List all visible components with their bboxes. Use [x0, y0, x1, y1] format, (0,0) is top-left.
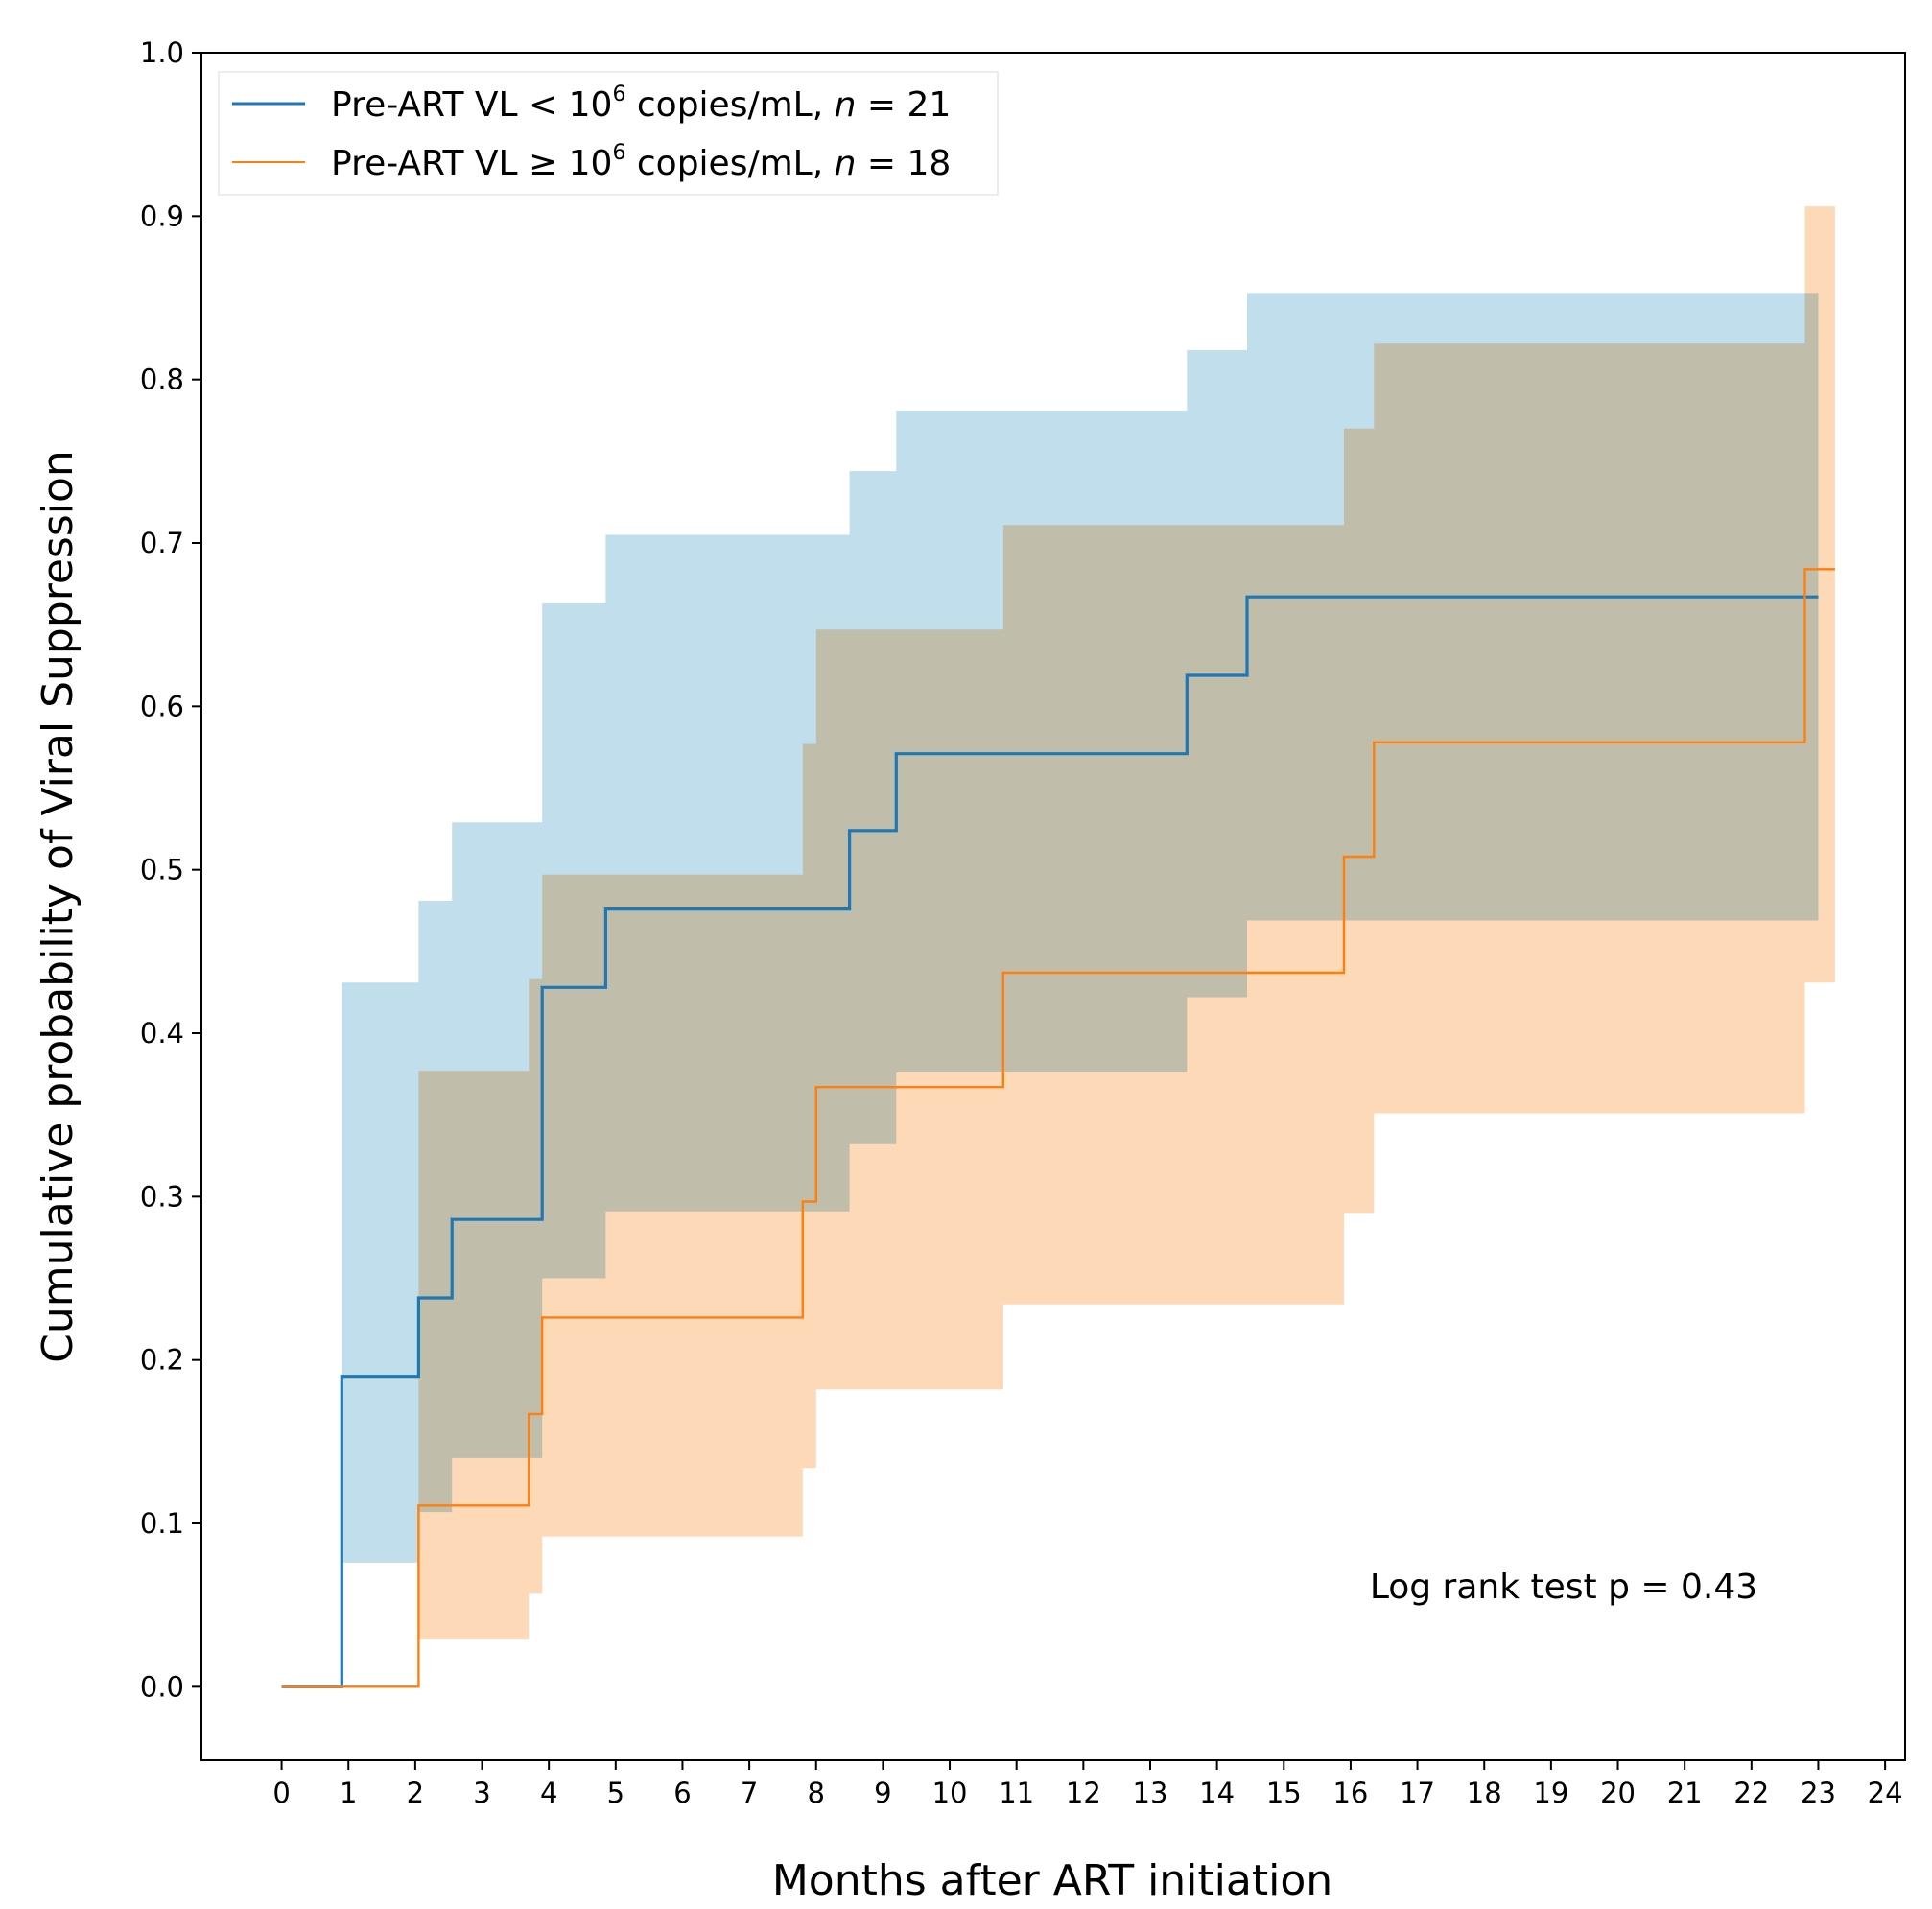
y-tick-label: 0.2 [140, 1344, 184, 1377]
x-axis-title: Months after ART initiation [772, 1856, 1332, 1905]
x-tick-label: 9 [874, 1777, 891, 1809]
x-tick-label: 19 [1533, 1777, 1568, 1809]
legend-label-high-vl: Pre-ART VL ≥ 106 copies/mL, n = 18 [331, 141, 951, 183]
x-tick-label: 16 [1332, 1777, 1368, 1809]
x-axis-ticks: 0 1 2 3 4 5 6 7 8 9 10 11 12 13 14 15 16 17 18 19 20 21 22 23 24 [272, 1760, 1902, 1809]
x-tick-label: 3 [473, 1777, 490, 1809]
x-tick-label: 21 [1667, 1777, 1703, 1809]
x-tick-label: 14 [1199, 1777, 1235, 1809]
x-tick-label: 4 [540, 1777, 557, 1809]
x-tick-label: 22 [1733, 1777, 1769, 1809]
y-tick-label: 1.0 [140, 36, 184, 69]
confidence-bands [342, 206, 1835, 1639]
x-tick-label: 17 [1400, 1777, 1435, 1809]
log-rank-annotation: Log rank test p = 0.43 [1370, 1567, 1757, 1607]
x-tick-label: 8 [808, 1777, 825, 1809]
x-tick-label: 11 [999, 1777, 1034, 1809]
y-tick-label: 0.8 [140, 364, 184, 396]
y-axis-title: Cumulative probability of Viral Suppress… [34, 450, 82, 1363]
y-tick-label: 0.4 [140, 1017, 184, 1049]
x-tick-label: 15 [1266, 1777, 1302, 1809]
y-tick-label: 0.1 [140, 1507, 184, 1540]
km-chart: 0.00.10.20.30.40.50.60.70.80.91.0 012345… [0, 0, 1932, 1909]
x-tick-label: 6 [673, 1777, 691, 1809]
y-tick-label: 0.5 [140, 854, 184, 886]
x-tick-label: 13 [1133, 1777, 1168, 1809]
x-tick-label: 10 [932, 1777, 968, 1809]
y-tick-label: 0.7 [140, 527, 184, 559]
x-tick-label: 12 [1066, 1777, 1101, 1809]
x-tick-label: 18 [1467, 1777, 1502, 1809]
y-tick-label: 0.0 [140, 1670, 184, 1703]
y-axis-ticks: 0.0 0.1 0.2 0.3 0.4 0.5 0.6 0.7 0.8 0.9 1.0 [140, 36, 201, 1703]
y-tick-label: 0.6 [140, 690, 184, 722]
x-tick-label: 2 [407, 1777, 424, 1809]
x-tick-label: 20 [1600, 1777, 1636, 1809]
y-tick-label: 0.9 [140, 200, 184, 232]
x-tick-label: 1 [340, 1777, 357, 1809]
y-tick-label: 0.3 [140, 1180, 184, 1213]
x-tick-label: 23 [1801, 1777, 1836, 1809]
x-tick-label: 0 [272, 1777, 290, 1809]
x-tick-label: 7 [741, 1777, 758, 1809]
x-tick-label: 24 [1868, 1777, 1903, 1809]
legend-label-low-vl: Pre-ART VL < 106 copies/mL, n = 21 [331, 82, 951, 125]
x-tick-label: 5 [607, 1777, 624, 1809]
legend: Pre-ART VL < 106 copies/mL, n = 21 Pre-A… [219, 72, 998, 195]
